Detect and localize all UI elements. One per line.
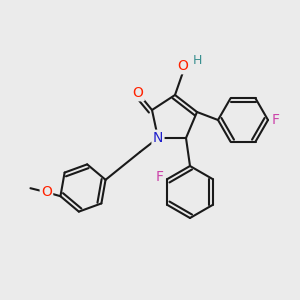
Text: H: H [192,53,202,67]
Text: N: N [153,131,163,145]
Text: O: O [133,86,143,100]
Text: H: H [190,56,200,68]
Text: O: O [41,185,52,199]
Text: F: F [272,113,280,127]
Text: O: O [178,59,188,73]
Text: F: F [155,170,164,184]
